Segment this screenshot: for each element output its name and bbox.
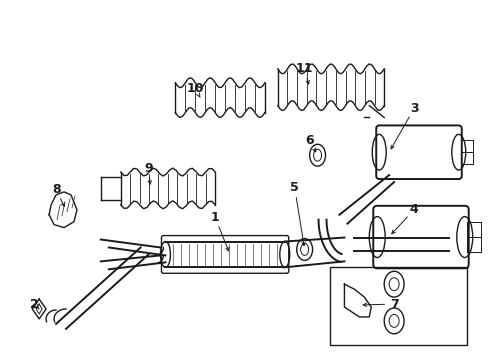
Text: 8: 8 <box>52 184 60 197</box>
Text: 2: 2 <box>30 297 39 311</box>
Text: 3: 3 <box>409 102 418 115</box>
Bar <box>329 267 466 345</box>
Text: 1: 1 <box>210 211 219 224</box>
Text: 5: 5 <box>290 181 299 194</box>
Text: 7: 7 <box>389 297 398 311</box>
Text: 10: 10 <box>186 82 203 95</box>
Text: 6: 6 <box>305 134 313 147</box>
Text: 4: 4 <box>409 203 418 216</box>
Text: 11: 11 <box>295 62 313 75</box>
Text: 9: 9 <box>144 162 153 175</box>
